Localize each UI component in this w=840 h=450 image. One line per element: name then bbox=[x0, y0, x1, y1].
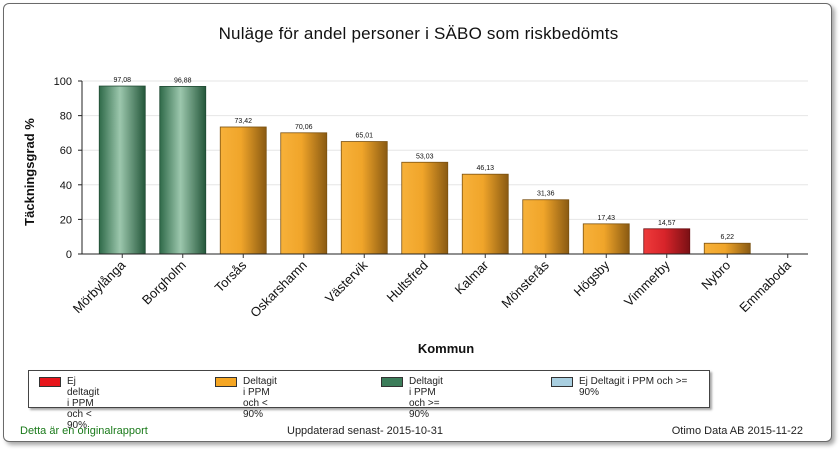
value-label: 70,06 bbox=[295, 124, 313, 131]
bars bbox=[98, 85, 751, 255]
legend-label: Deltagit i PPM och < 90% bbox=[243, 376, 277, 420]
bar bbox=[643, 228, 691, 255]
value-label: 14,57 bbox=[658, 220, 676, 227]
bar bbox=[703, 242, 751, 255]
legend-label: Deltagit i PPM och >= 90% bbox=[409, 376, 443, 420]
value-label: 65,01 bbox=[355, 133, 373, 140]
x-tick-label: Borgholm bbox=[139, 258, 189, 308]
value-label: 96,88 bbox=[174, 77, 192, 84]
x-tick-label: Emmaboda bbox=[736, 257, 794, 315]
value-label: 73,42 bbox=[234, 118, 252, 125]
value-label: 97,08 bbox=[113, 77, 131, 84]
bar bbox=[280, 132, 328, 255]
legend-swatch bbox=[39, 377, 61, 387]
y-tick-label: 100 bbox=[54, 76, 72, 88]
x-tick-label: Mönsterås bbox=[498, 257, 552, 311]
bar bbox=[340, 141, 388, 255]
bar bbox=[461, 173, 509, 255]
footer-source: Otimo Data AB 2015-11-22 bbox=[671, 425, 803, 437]
chart-title: Nuläge för andel personer i SÄBO som ris… bbox=[218, 24, 619, 43]
bar bbox=[98, 85, 146, 255]
y-tick-label: 20 bbox=[60, 214, 72, 226]
value-labels: 97,08 96,88 73,42 70,06 65,01 53,03 46,13 31,36… bbox=[113, 77, 734, 241]
y-tick-labels: 0 20 40 60 80 100 bbox=[54, 76, 82, 261]
y-axis-label: Täckningsgrad % bbox=[22, 118, 37, 226]
bar bbox=[522, 199, 570, 255]
axes bbox=[81, 81, 808, 255]
value-label: 46,13 bbox=[476, 165, 494, 172]
y-tick-label: 80 bbox=[60, 111, 72, 123]
value-label: 6,22 bbox=[720, 234, 734, 241]
bar bbox=[159, 85, 207, 255]
legend-label: Ej Deltagit i PPM och >= 90% bbox=[579, 376, 688, 398]
footer-updated: Uppdaterad senast- 2015-10-31 bbox=[287, 425, 443, 437]
value-label: 31,36 bbox=[537, 191, 555, 198]
legend: Ej deltagit i PPM och < 90% Deltagit i P… bbox=[28, 370, 710, 431]
y-tick-label: 0 bbox=[66, 249, 72, 261]
legend-swatch bbox=[551, 377, 573, 387]
x-tick-label: Högsby bbox=[571, 257, 613, 299]
y-tick-label: 60 bbox=[60, 145, 72, 157]
legend-label: Ej deltagit i PPM och < 90% bbox=[67, 376, 100, 431]
x-tick-label: Västervik bbox=[322, 257, 371, 306]
legend-swatch bbox=[381, 377, 403, 387]
y-tick-label: 40 bbox=[60, 180, 72, 192]
bar bbox=[401, 161, 449, 255]
bar bbox=[582, 223, 630, 255]
x-axis-label: Kommun bbox=[418, 341, 474, 356]
legend-swatch bbox=[215, 377, 237, 387]
chart-frame: Nuläge för andel personer i SÄBO som ris… bbox=[3, 3, 832, 442]
bar bbox=[219, 126, 267, 255]
x-tick-label: Mörbylånga bbox=[70, 257, 129, 316]
x-tick-label: Vimmerby bbox=[621, 257, 673, 309]
x-tick-label: Hultsfred bbox=[383, 258, 430, 305]
bar-chart: 0 20 40 60 80 100 Mörbylånga Borgholm TorsåsOsk… bbox=[22, 76, 808, 356]
value-label: 17,43 bbox=[597, 215, 615, 222]
x-tick-label: Nybro bbox=[698, 258, 733, 293]
x-tick-label: Torsås bbox=[212, 257, 250, 295]
x-tick-label: Oskarshamn bbox=[247, 258, 310, 321]
footer-original-report: Detta är en originalrapport bbox=[20, 425, 148, 437]
value-label: 53,03 bbox=[416, 153, 434, 160]
x-tick-label: Kalmar bbox=[452, 257, 492, 297]
